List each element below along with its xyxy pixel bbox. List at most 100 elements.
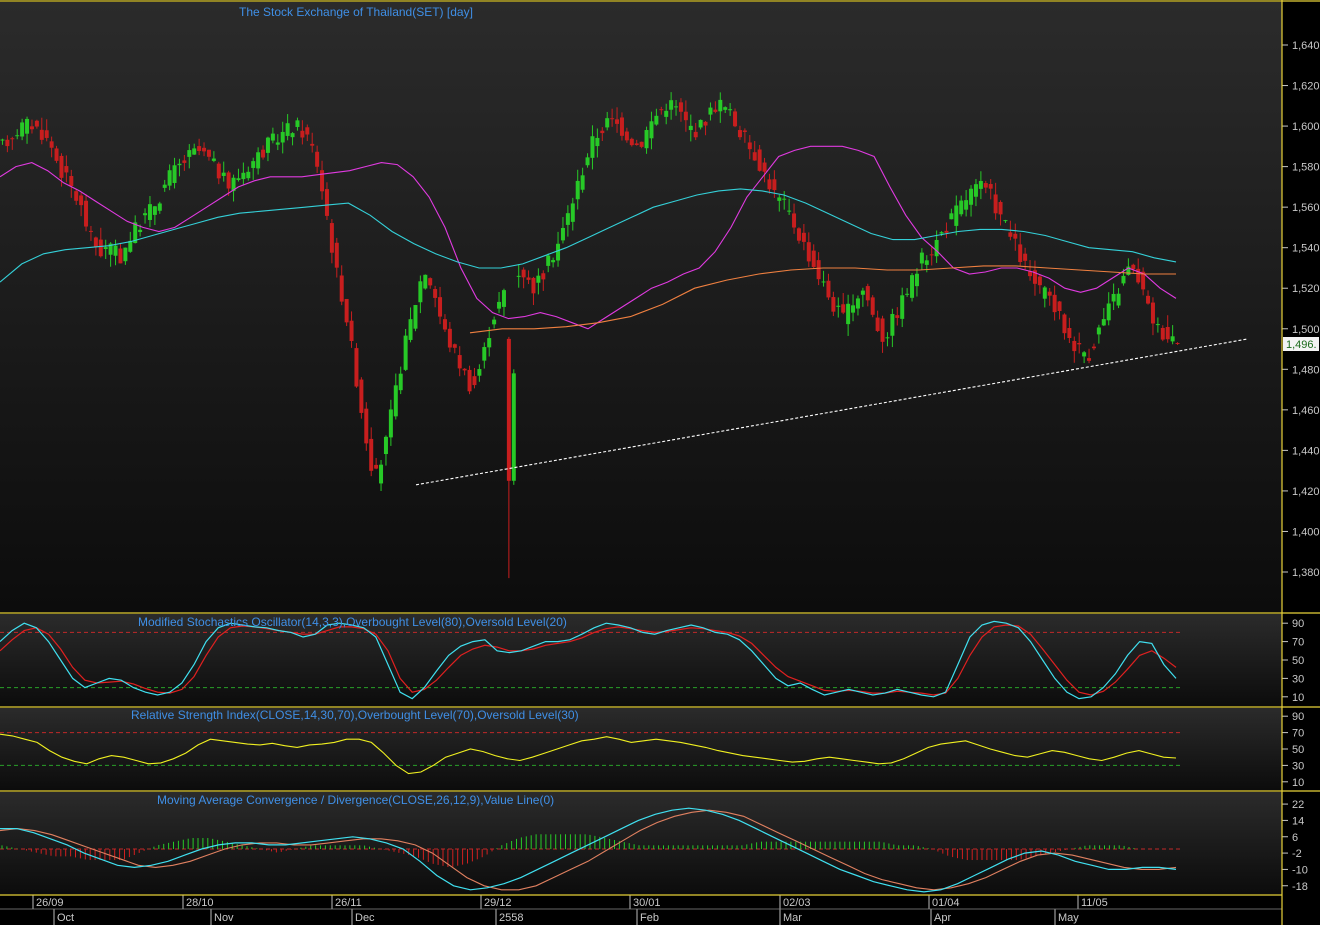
candle-body [1136,268,1141,283]
candle-body [241,172,246,180]
candle-body [546,255,551,266]
candle-body [74,191,79,201]
candle-body [59,155,64,178]
candle-body [1013,233,1018,239]
price-panel [0,2,1282,612]
candle-body [944,230,949,233]
macd-axis-tick-label: 22 [1292,799,1304,811]
rsi-axis-tick-label: 90 [1292,711,1304,723]
candle-body [25,118,30,134]
candle-body [1057,301,1062,312]
candle-body [1146,295,1151,304]
candle-body [256,152,261,169]
candle-body [1096,327,1101,335]
ma-long-line [469,265,1176,334]
macd-panel [0,792,1282,894]
candle-body [939,232,944,234]
candle-body [723,107,728,110]
candle-body [600,130,605,134]
candle-body [44,130,49,138]
macd-plot [0,807,1180,893]
macd-signal-line [0,809,1177,891]
candle-body [610,118,615,120]
candle-body [206,149,211,157]
candle-body [895,315,900,318]
candle-body [329,223,334,253]
candle-body [1141,271,1146,290]
candle-body [1165,327,1170,340]
candle-body [10,138,15,140]
price-axis-tick-label: 1,640 [1292,40,1320,52]
candle-body [251,161,256,168]
candle-body [841,304,846,313]
candle-body [954,205,959,226]
stoch-plot [0,620,1180,700]
candle-body [900,295,905,319]
candle-body [1121,275,1126,284]
candle-body [580,175,585,190]
candle-body [964,200,969,210]
candle-body [890,313,895,336]
candle-body [339,275,344,302]
candle-body [752,152,757,161]
price-axis-tick-label: 1,620 [1292,81,1320,93]
candle-body [816,260,821,280]
candle-body [585,157,590,166]
candle-body [482,347,487,361]
price-axis-tick-label: 1,400 [1292,526,1320,538]
candle-body [398,373,403,391]
candle-body [1028,271,1033,277]
candle-body [1087,358,1092,361]
candle-body [211,158,216,161]
candle-body [1018,244,1023,263]
candle-body [216,163,221,179]
candle-body [733,111,738,127]
candle-body [364,408,369,444]
candle-body [393,385,398,417]
candle-body [34,120,39,127]
candle-body [20,122,25,137]
month-axis-label: Nov [214,912,234,924]
candle-body [737,130,742,138]
macd-axis-tick-label: -10 [1292,864,1308,876]
stoch-axis-tick-label: 30 [1292,673,1304,685]
candle-body [615,119,620,124]
ma-mid-line [0,188,1177,283]
candle-body [629,138,634,146]
candle-body [501,290,506,307]
candle-body [290,133,295,138]
macd-axis-tick-label: -2 [1292,848,1302,860]
candle-body [1116,293,1121,306]
rsi-axis-tick-label: 70 [1292,728,1304,740]
candle-body [551,260,556,263]
candle-body [811,250,816,267]
candle-body [231,177,236,192]
candle-body [418,281,423,303]
candle-body [442,319,447,330]
candle-body [265,137,270,153]
candle-body [138,229,143,233]
candle-body [767,179,772,190]
candle-body [678,102,683,112]
candle-body [777,197,782,201]
rsi-axis-tick-label: 10 [1292,777,1304,789]
candle-body [349,320,354,342]
candle-body [973,184,978,197]
candle-body [315,151,320,167]
candle-body [870,297,875,315]
date-axis-label: 29/12 [484,897,512,909]
candle-body [831,297,836,312]
candle-body [49,141,54,148]
candle-body [988,184,993,189]
candle-body [556,243,561,261]
candle-body [162,184,167,188]
candle-body [860,290,865,295]
candle-body [619,117,624,136]
price-axis-tick-label: 1,560 [1292,202,1320,214]
stoch-panel-title: Modified Stochastics Oscillator(14,3,3),… [138,615,567,629]
axes: 1,640 1,620 1,600 1,580 1,560 1,540 1,520 1,500… [32,40,1320,925]
candle-body [511,373,516,481]
candle-body [669,100,674,110]
candle-body [806,242,811,262]
